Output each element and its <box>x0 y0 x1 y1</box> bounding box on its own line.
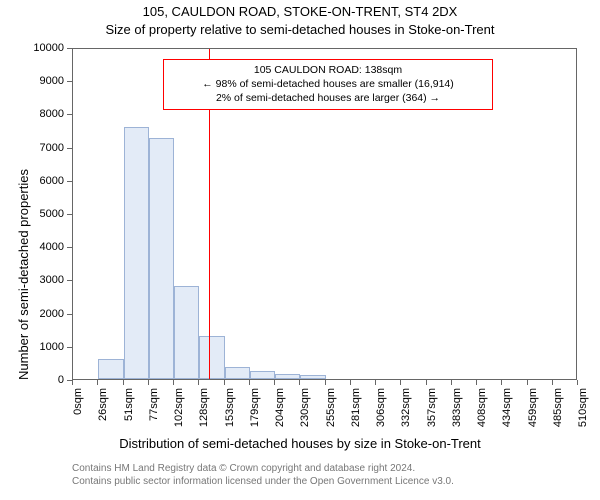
x-tick-mark <box>198 380 199 385</box>
annotation-line: 105 CAULDON ROAD: 138sqm <box>170 63 486 77</box>
x-tick-mark <box>299 380 300 385</box>
y-tick-label: 5000 <box>40 208 64 220</box>
y-tick-mark <box>67 81 72 82</box>
x-axis-label: Distribution of semi-detached houses by … <box>0 436 600 451</box>
x-tick-label: 255sqm <box>325 388 337 438</box>
y-tick-label: 6000 <box>40 175 64 187</box>
x-tick-mark <box>123 380 124 385</box>
x-tick-label: 77sqm <box>148 388 160 438</box>
x-tick-label: 0sqm <box>72 388 84 438</box>
x-tick-mark <box>148 380 149 385</box>
y-tick-label: 8000 <box>40 108 64 120</box>
histogram-bar <box>275 374 300 379</box>
y-tick-mark <box>67 181 72 182</box>
y-tick-mark <box>67 114 72 115</box>
y-axis-label: Number of semi-detached properties <box>16 169 31 380</box>
x-tick-mark <box>173 380 174 385</box>
chart-container: 105, CAULDON ROAD, STOKE-ON-TRENT, ST4 2… <box>0 0 600 500</box>
x-tick-label: 204sqm <box>274 388 286 438</box>
x-tick-label: 332sqm <box>400 388 412 438</box>
x-tick-label: 179sqm <box>249 388 261 438</box>
y-tick-label: 1000 <box>40 341 64 353</box>
x-tick-label: 102sqm <box>173 388 185 438</box>
x-tick-label: 26sqm <box>97 388 109 438</box>
x-tick-mark <box>451 380 452 385</box>
x-tick-label: 153sqm <box>224 388 236 438</box>
y-tick-mark <box>67 48 72 49</box>
x-tick-mark <box>400 380 401 385</box>
histogram-bar <box>225 367 250 379</box>
x-tick-label: 230sqm <box>299 388 311 438</box>
histogram-bar <box>250 371 275 379</box>
y-tick-mark <box>67 314 72 315</box>
x-tick-label: 51sqm <box>123 388 135 438</box>
x-tick-label: 281sqm <box>350 388 362 438</box>
attribution-line-1: Contains HM Land Registry data © Crown c… <box>72 462 454 475</box>
x-tick-mark <box>72 380 73 385</box>
x-tick-mark <box>375 380 376 385</box>
x-tick-mark <box>274 380 275 385</box>
y-tick-label: 4000 <box>40 241 64 253</box>
y-tick-label: 0 <box>58 374 64 386</box>
y-tick-label: 7000 <box>40 142 64 154</box>
y-tick-label: 10000 <box>33 42 64 54</box>
x-tick-mark <box>527 380 528 385</box>
x-tick-mark <box>426 380 427 385</box>
x-tick-mark <box>476 380 477 385</box>
x-tick-label: 510sqm <box>577 388 589 438</box>
y-tick-label: 3000 <box>40 274 64 286</box>
x-tick-mark <box>249 380 250 385</box>
x-tick-mark <box>552 380 553 385</box>
x-tick-label: 459sqm <box>527 388 539 438</box>
x-tick-mark <box>350 380 351 385</box>
attribution-line-2: Contains public sector information licen… <box>72 475 454 488</box>
histogram-bar <box>300 375 325 379</box>
x-tick-label: 485sqm <box>552 388 564 438</box>
x-tick-label: 408sqm <box>476 388 488 438</box>
x-tick-mark <box>224 380 225 385</box>
y-tick-label: 2000 <box>40 308 64 320</box>
histogram-bar <box>149 138 174 379</box>
x-tick-mark <box>577 380 578 385</box>
x-tick-label: 128sqm <box>198 388 210 438</box>
x-tick-label: 306sqm <box>375 388 387 438</box>
y-tick-mark <box>67 247 72 248</box>
x-tick-label: 383sqm <box>451 388 463 438</box>
histogram-bar <box>98 359 123 379</box>
x-tick-label: 357sqm <box>426 388 438 438</box>
y-tick-mark <box>67 214 72 215</box>
y-tick-mark <box>67 280 72 281</box>
chart-subtitle: Size of property relative to semi-detach… <box>0 22 600 37</box>
y-tick-mark <box>67 347 72 348</box>
annotation-line: 2% of semi-detached houses are larger (3… <box>170 91 486 105</box>
histogram-bar <box>124 127 149 379</box>
y-tick-mark <box>67 148 72 149</box>
x-tick-mark <box>97 380 98 385</box>
chart-title: 105, CAULDON ROAD, STOKE-ON-TRENT, ST4 2… <box>0 4 600 19</box>
histogram-bar <box>199 336 224 379</box>
annotation-box: 105 CAULDON ROAD: 138sqm← 98% of semi-de… <box>163 59 493 110</box>
attribution-text: Contains HM Land Registry data © Crown c… <box>72 462 454 488</box>
x-tick-mark <box>325 380 326 385</box>
histogram-bar <box>174 286 199 379</box>
y-tick-label: 9000 <box>40 75 64 87</box>
x-tick-label: 434sqm <box>501 388 513 438</box>
annotation-line: ← 98% of semi-detached houses are smalle… <box>170 77 486 91</box>
x-tick-mark <box>501 380 502 385</box>
plot-area: 105 CAULDON ROAD: 138sqm← 98% of semi-de… <box>72 48 577 380</box>
